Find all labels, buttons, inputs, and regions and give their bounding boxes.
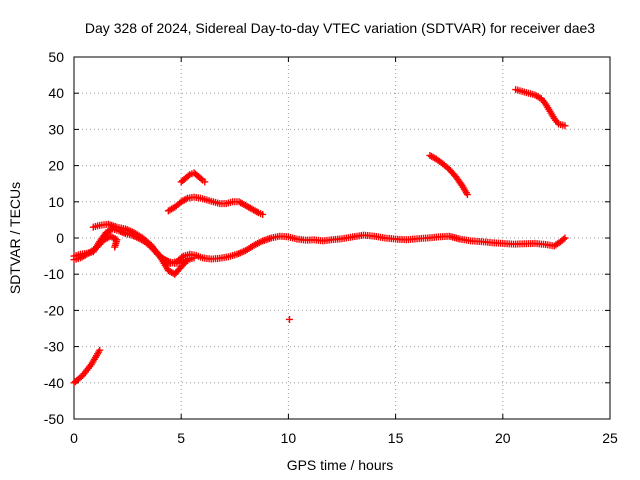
- y-tick-label: 30: [48, 121, 64, 137]
- data-point: [96, 346, 104, 354]
- chart-title: Day 328 of 2024, Sidereal Day-to-day VTE…: [85, 20, 595, 36]
- y-tick-labels: -50 -40 -30 -20 -10 0 10 20 30 40 50: [44, 49, 64, 427]
- y-tick-label: 10: [48, 194, 64, 210]
- data-point: [197, 175, 205, 183]
- y-tick-label: -10: [44, 266, 64, 282]
- series-arc-mid: [164, 193, 267, 218]
- data-point: [560, 235, 568, 243]
- x-tick-label: 25: [602, 430, 618, 446]
- data-point: [201, 178, 209, 186]
- series-arc-main: [70, 225, 569, 267]
- data-point: [285, 315, 293, 323]
- data-point: [182, 195, 190, 203]
- data-point: [184, 256, 192, 264]
- series-arc-peak: [177, 169, 209, 186]
- data-point: [561, 234, 569, 242]
- y-tick-label: -50: [44, 411, 64, 427]
- data-point: [111, 243, 119, 251]
- series-arc-low: [70, 346, 104, 387]
- data-point: [561, 122, 569, 130]
- y-tick-label: -20: [44, 302, 64, 318]
- series-arc-early-high: [89, 220, 198, 278]
- data-point: [184, 172, 192, 180]
- series-arc-late-b: [512, 86, 569, 130]
- x-axis-label: GPS time / hours: [287, 457, 394, 473]
- data-point: [190, 254, 198, 262]
- y-tick-label: 40: [48, 85, 64, 101]
- data-point: [463, 191, 471, 199]
- x-tick-label: 15: [388, 430, 404, 446]
- series-outlier: [285, 315, 293, 323]
- x-tick-label: 0: [70, 430, 78, 446]
- data-point: [259, 210, 267, 218]
- y-tick-label: 0: [56, 230, 64, 246]
- y-tick-label: -40: [44, 375, 64, 391]
- series-arc-late-a: [426, 151, 471, 199]
- y-axis-label: SDTVAR / TECUs: [7, 182, 23, 294]
- series-arc-early-low: [70, 232, 121, 264]
- axis-ticks: [73, 56, 611, 420]
- y-tick-label: 50: [48, 49, 64, 65]
- x-tick-label: 20: [495, 430, 511, 446]
- data-series: [70, 86, 569, 387]
- series-arc-dip: [158, 254, 192, 267]
- x-tick-labels: 0 5 10 15 20 25: [70, 430, 618, 446]
- data-point: [163, 257, 171, 265]
- x-tick-label: 5: [177, 430, 185, 446]
- y-tick-label: 20: [48, 158, 64, 174]
- x-tick-label: 10: [281, 430, 297, 446]
- data-point: [118, 228, 126, 236]
- data-point: [253, 208, 261, 216]
- y-tick-label: -30: [44, 339, 64, 355]
